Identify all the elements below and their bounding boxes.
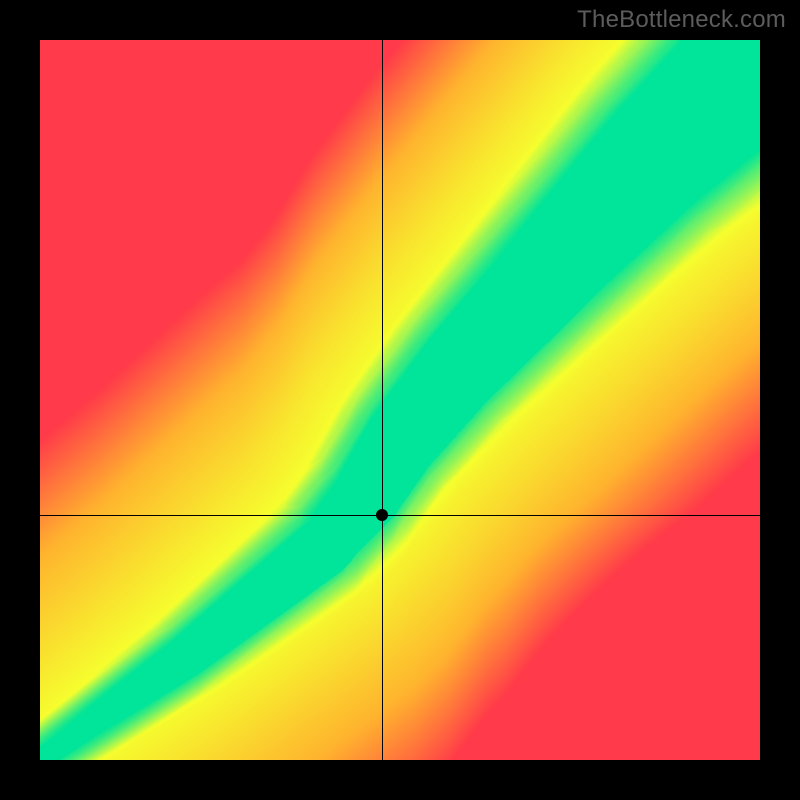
heatmap-canvas [40,40,760,760]
chart-frame: TheBottleneck.com [0,0,800,800]
crosshair-marker-dot [376,509,388,521]
watermark-text: TheBottleneck.com [577,6,786,34]
heatmap-plot-area [40,40,760,760]
